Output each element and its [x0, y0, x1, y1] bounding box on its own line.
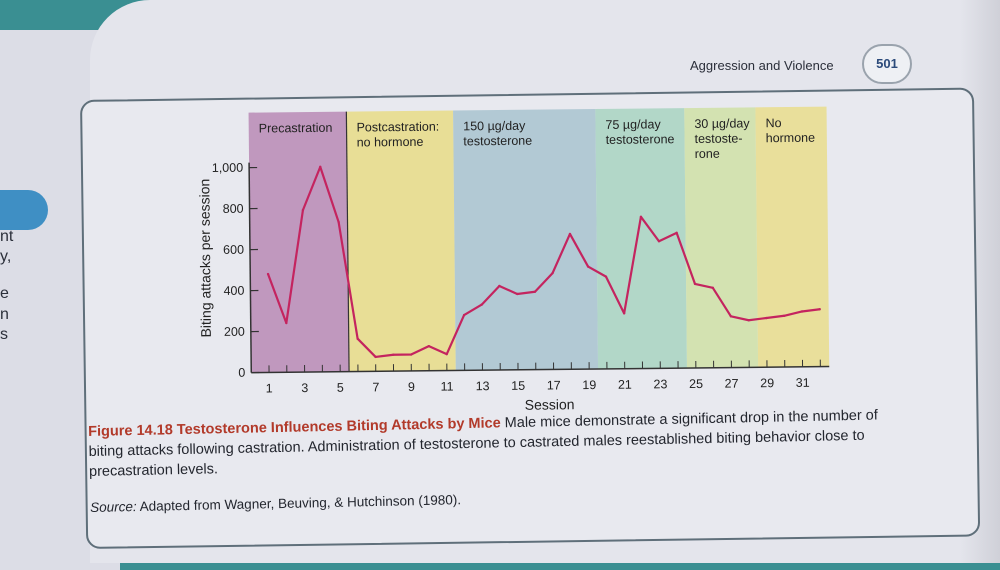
- x-tick-label: 13: [476, 379, 490, 393]
- phase-band: [595, 108, 687, 369]
- x-axis-label: Session: [525, 396, 575, 413]
- x-tick-label: 5: [337, 381, 344, 395]
- phase-label-line: 150 µg/day: [463, 119, 526, 134]
- phase-label-line: No: [765, 116, 781, 130]
- phase-label-line: rone: [695, 147, 720, 161]
- x-tick-label: 9: [408, 380, 415, 394]
- y-tick-label: 800: [223, 202, 244, 216]
- phase-band: [346, 110, 455, 371]
- phase-label-line: Postcastration:: [356, 120, 439, 135]
- y-tick-label: 400: [223, 284, 244, 298]
- phase-label-line: testoste-: [694, 131, 742, 146]
- x-tick-label: 1: [266, 381, 273, 395]
- phase-label: 150 µg/daytestosterone: [463, 119, 532, 149]
- x-tick-label: 3: [301, 381, 308, 395]
- x-tick-label: 27: [725, 377, 739, 391]
- x-tick-label: 29: [760, 376, 774, 390]
- phase-label-line: Precastration: [259, 121, 333, 136]
- phase-label-line: 75 µg/day: [605, 117, 661, 132]
- x-tick-label: 21: [618, 378, 632, 392]
- phase-label: Precastration: [259, 121, 333, 136]
- figure-title: Testosterone Influences Biting Attacks b…: [177, 415, 501, 438]
- phase-band: [755, 107, 829, 368]
- phase-label-line: testosterone: [606, 132, 675, 147]
- y-tick-label: 200: [224, 325, 245, 339]
- x-tick-label: 7: [372, 380, 379, 394]
- phase-label-line: no hormone: [357, 135, 424, 150]
- phase-label-line: hormone: [766, 131, 816, 146]
- phase-bands: [249, 107, 830, 373]
- y-tick-label: 0: [238, 366, 245, 380]
- figure-label: Figure 14.18: [88, 422, 173, 440]
- x-tick-label: 19: [582, 378, 596, 392]
- x-tick-label: 25: [689, 377, 703, 391]
- x-tick-label: 15: [511, 379, 525, 393]
- x-tick-label: 17: [547, 378, 561, 392]
- phase-label-line: 30 µg/day: [694, 116, 750, 131]
- phase-label-line: testosterone: [463, 134, 532, 149]
- y-tick-label: 1,000: [212, 161, 243, 175]
- x-tick-label: 23: [653, 377, 667, 391]
- source-label: Source:: [90, 499, 137, 515]
- x-tick-label: 31: [796, 376, 810, 390]
- y-axis-label: Biting attacks per session: [196, 179, 214, 338]
- y-tick-label: 600: [223, 243, 244, 257]
- x-tick-label: 11: [440, 379, 453, 393]
